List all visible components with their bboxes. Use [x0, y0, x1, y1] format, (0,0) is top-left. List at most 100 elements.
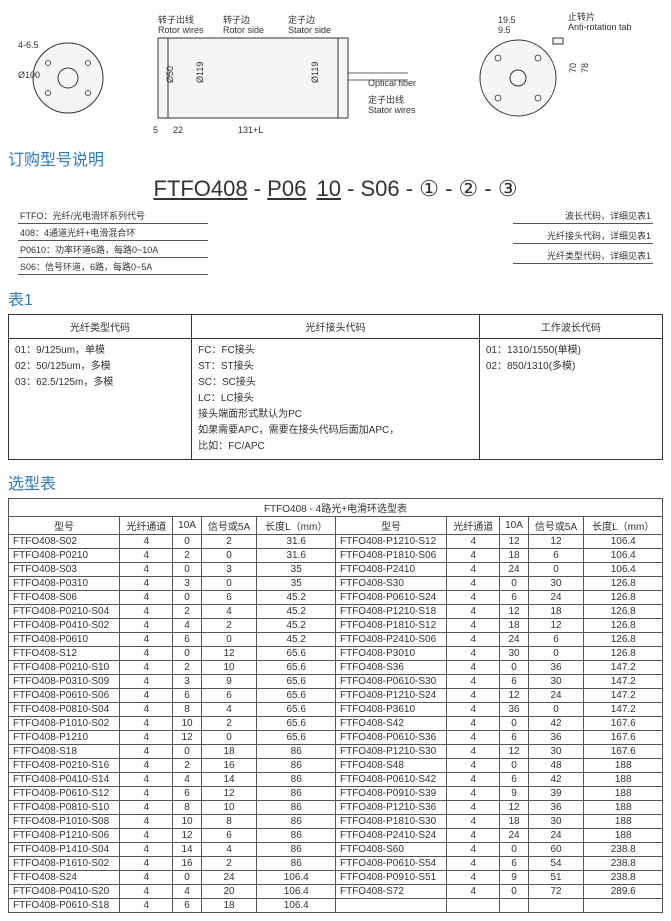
sel-cell: FTFO408-P2410-S06 [335, 633, 446, 647]
sel-cell: FTFO408-P0210 [9, 549, 120, 563]
sel-cell: 12 [201, 647, 257, 661]
sel-cell: FTFO408-P1210 [9, 731, 120, 745]
sel-cell: FTFO408-P0210-S04 [9, 605, 120, 619]
sel-cell: 4 [120, 605, 173, 619]
sel-cell: 3 [173, 675, 201, 689]
sel-cell: 4 [120, 857, 173, 871]
sel-cell: FTFO408-P0610-S12 [9, 787, 120, 801]
sel-cell: 24 [500, 563, 528, 577]
sel-cell: 126.8 [584, 619, 663, 633]
sel-cell: FTFO408-S02 [9, 535, 120, 549]
sel-cell: 30 [528, 577, 584, 591]
sel-cell: 4 [173, 619, 201, 633]
sel-cell: FTFO408-P1210-S24 [335, 689, 446, 703]
sel-cell: 4 [447, 549, 500, 563]
sel-cell: 86 [257, 773, 336, 787]
sel-row: FTFO408-P031043035FTFO408-S304030126.8 [9, 577, 663, 591]
sel-cell: 4 [447, 619, 500, 633]
partnum-seg: - S06 - [347, 176, 413, 202]
sel-cell: 106.4 [257, 871, 336, 885]
sel-cell: 4 [120, 745, 173, 759]
sel-cell: 4 [447, 689, 500, 703]
sel-cell: 10 [173, 717, 201, 731]
sel-cell: 36 [500, 703, 528, 717]
sel-cell: 10 [201, 661, 257, 675]
callouts-left: FTFO：光纤/光电滑环系列代号 408：4通道光纤+电滑混合环 P0610：功… [18, 208, 208, 276]
sel-cell: 4 [447, 633, 500, 647]
sel-cell: 51 [528, 871, 584, 885]
callout-item: FTFO：光纤/光电滑环系列代号 [18, 208, 208, 224]
sel-cell: 10 [173, 815, 201, 829]
sel-row: FTFO408-S12401265.6FTFO408-P30104300126.… [9, 647, 663, 661]
sel-cell [500, 899, 528, 913]
label: Stator side [288, 25, 331, 35]
sel-cell: FTFO408-P0810-S04 [9, 703, 120, 717]
sel-cell: 147.2 [584, 689, 663, 703]
sel-cell: FTFO408-P0610-S36 [335, 731, 446, 745]
sel-cell: 4 [120, 731, 173, 745]
sel-cell: 4 [447, 857, 500, 871]
sel-header: 型号 [335, 517, 446, 535]
sel-cell: 0 [201, 549, 257, 563]
sel-header: 型号 [9, 517, 120, 535]
sel-cell: 238.8 [584, 843, 663, 857]
sel-cell: FTFO408-P1210-S18 [335, 605, 446, 619]
dim-label: 131+L [238, 125, 263, 135]
sel-cell: 4 [120, 759, 173, 773]
partnum-dash: - [254, 176, 261, 202]
svg-text:转子边: 转子边 [223, 14, 250, 25]
sel-cell: 12 [500, 689, 528, 703]
sel-cell: 6 [500, 731, 528, 745]
sel-cell: 12 [528, 619, 584, 633]
dim-label: Ø50 [165, 66, 175, 83]
sel-cell: 4 [447, 605, 500, 619]
sel-cell: 9 [500, 871, 528, 885]
sel-cell: 18 [201, 745, 257, 759]
sel-cell: 4 [447, 717, 500, 731]
sel-cell: 65.6 [257, 703, 336, 717]
sel-cell: FTFO408-S06 [9, 591, 120, 605]
sel-cell: 4 [120, 815, 173, 829]
label: Optical fiber [368, 78, 416, 88]
sel-cell: 2 [173, 605, 201, 619]
sel-cell: 9 [500, 787, 528, 801]
sel-cell: 4 [447, 703, 500, 717]
sel-cell: 86 [257, 843, 336, 857]
sel-cell: FTFO408-P0610 [9, 633, 120, 647]
label: Stator wires [368, 105, 416, 115]
sel-cell: 4 [447, 535, 500, 549]
sel-cell: 24 [528, 829, 584, 843]
sel-cell: FTFO408-P0610-S24 [335, 591, 446, 605]
sel-cell: FTFO408-S03 [9, 563, 120, 577]
sel-cell: FTFO408-S12 [9, 647, 120, 661]
sel-row: FTFO408-S244024106.4FTFO408-P0910-S51495… [9, 871, 663, 885]
sel-cell: 10 [201, 801, 257, 815]
sel-cell: 14 [173, 843, 201, 857]
sel-cell: FTFO408-S48 [335, 759, 446, 773]
sel-cell: 4 [447, 829, 500, 843]
sel-cell: 0 [201, 633, 257, 647]
sel-cell: FTFO408-P2410-S24 [335, 829, 446, 843]
sel-cell: 2 [173, 759, 201, 773]
sel-cell: 4 [120, 661, 173, 675]
dim-label: 78 [580, 63, 590, 73]
dim-label: Ø119 [310, 62, 320, 83]
sel-row: FTFO408-P0410-S14441486FTFO408-P0610-S42… [9, 773, 663, 787]
sel-cell: 0 [173, 745, 201, 759]
sel-cell: 188 [584, 829, 663, 843]
sel-cell: 36 [528, 801, 584, 815]
sel-header: 光纤通道 [447, 517, 500, 535]
dim-label: 70 [568, 63, 578, 73]
sel-cell: 4 [447, 661, 500, 675]
sel-cell: 238.8 [584, 871, 663, 885]
table1-title: 表1 [8, 286, 663, 310]
sel-row: FTFO408-P0610-S12461286FTFO408-P0910-S39… [9, 787, 663, 801]
sel-header: 10A [173, 517, 201, 535]
sel-cell: 4 [173, 885, 201, 899]
sel-cell: 4 [120, 689, 173, 703]
sel-cell: FTFO408-P0610-S54 [335, 857, 446, 871]
sel-cell: 2 [201, 535, 257, 549]
sel-cell: 106.4 [584, 563, 663, 577]
sel-cell: 4 [447, 773, 500, 787]
sel-cell: 4 [120, 787, 173, 801]
